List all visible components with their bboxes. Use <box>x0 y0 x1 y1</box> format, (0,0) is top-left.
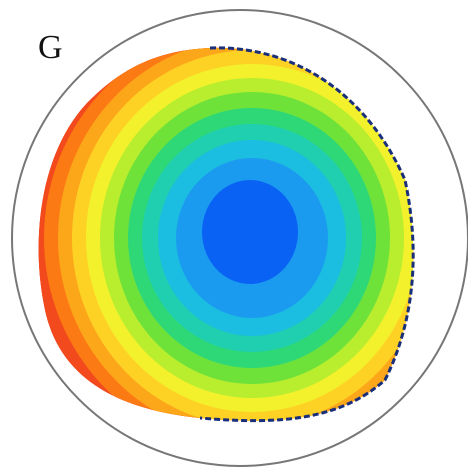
page: G (() => { const data = JSON.parse(docum… <box>0 0 468 473</box>
figure-panel: G <box>0 0 468 473</box>
panel-label: G <box>38 29 63 66</box>
